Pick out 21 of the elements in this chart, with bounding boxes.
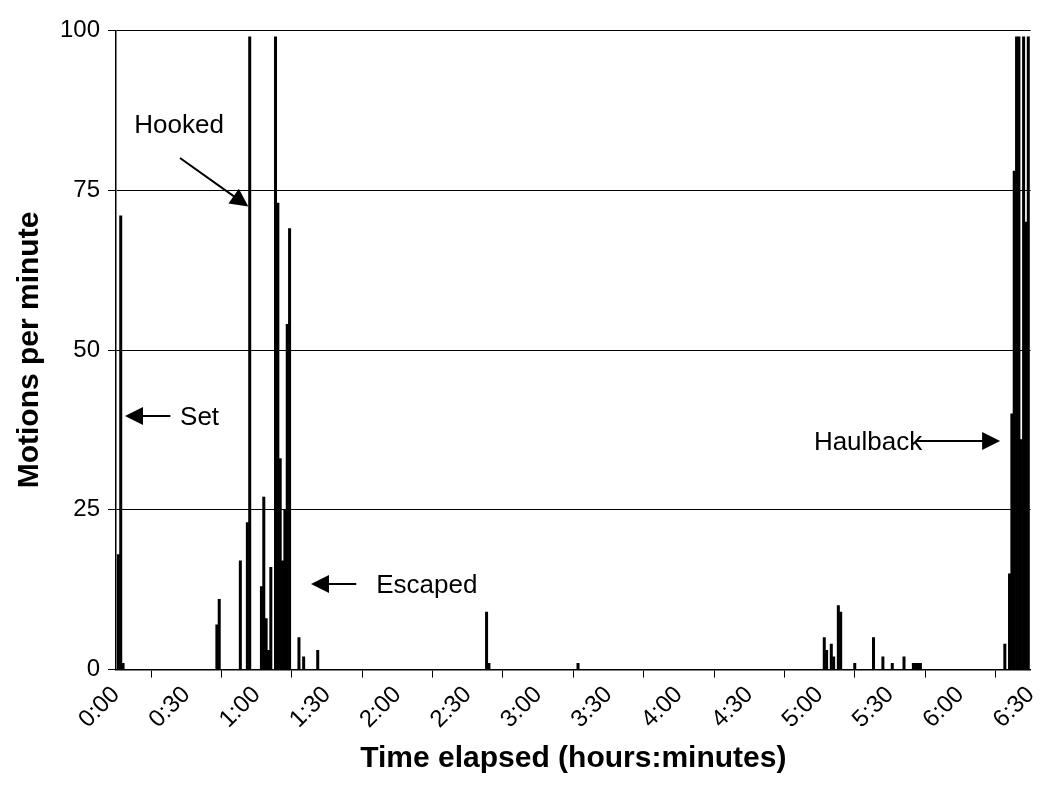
x-tick-label: 5:00: [775, 679, 828, 733]
y-tick-label: 0: [86, 654, 101, 682]
annotation: Hooked: [134, 108, 224, 140]
annotation: Set: [180, 400, 220, 432]
y-tick-label: 25: [73, 494, 101, 522]
y-tick-label: 100: [60, 15, 101, 43]
annotation: Haulback: [813, 425, 923, 457]
x-tick-label: 0:30: [142, 679, 195, 733]
x-tick-label: 3:30: [564, 679, 617, 733]
x-tick-label: 4:30: [705, 679, 758, 733]
y-axis-title: Motions per minute: [11, 211, 45, 489]
x-tick-label: 3:00: [494, 679, 547, 733]
y-tick-label: 50: [73, 334, 101, 362]
x-axis-title: Time elapsed (hours:minutes): [360, 740, 787, 774]
x-tick-label: 6:30: [986, 679, 1039, 733]
x-tick-label: 5:30: [846, 679, 899, 733]
x-tick-label: 4:00: [634, 679, 688, 733]
x-tick-label: 6:00: [916, 679, 969, 733]
x-tick-label: 0:00: [72, 679, 125, 733]
annotation: Escaped: [376, 568, 478, 600]
y-tick-label: 75: [73, 174, 101, 202]
